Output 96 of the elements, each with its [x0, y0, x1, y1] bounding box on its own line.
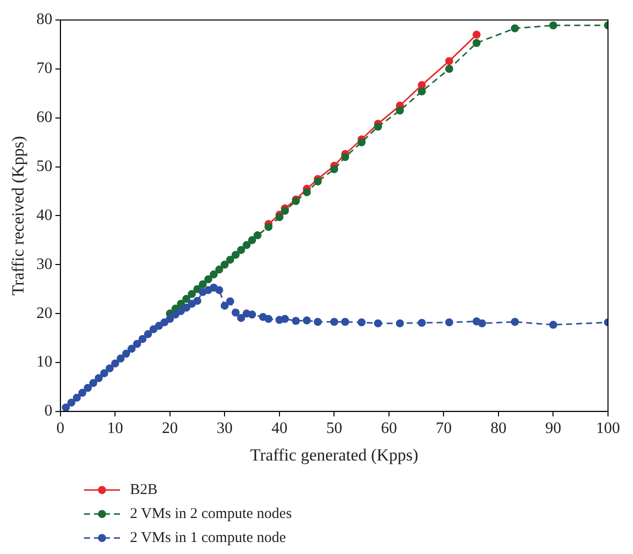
point — [237, 246, 246, 254]
point — [248, 236, 256, 244]
point — [472, 38, 481, 47]
point — [215, 266, 224, 274]
y-tick-label: 0 — [44, 402, 52, 420]
point — [182, 304, 190, 312]
point — [106, 364, 114, 372]
point — [358, 138, 366, 146]
point — [116, 354, 125, 363]
legend-label: 2 VMs in 2 compute nodes — [130, 506, 292, 522]
point — [89, 379, 98, 388]
point — [198, 280, 207, 288]
point — [133, 340, 142, 348]
point — [138, 334, 147, 343]
point — [374, 319, 382, 328]
point — [396, 319, 404, 328]
y-tick-label: 50 — [36, 158, 52, 175]
y-tick-label: 10 — [36, 354, 52, 371]
point — [220, 260, 229, 269]
point — [445, 318, 454, 326]
y-axis-title: Traffic received (Kpps) — [8, 136, 28, 296]
x-axis-title: Traffic generated (Kpps) — [250, 445, 418, 464]
point — [62, 403, 70, 412]
point — [94, 374, 103, 382]
point — [549, 21, 558, 30]
point — [510, 24, 519, 32]
point — [302, 316, 311, 324]
point — [280, 206, 289, 215]
point — [302, 188, 311, 196]
point — [264, 222, 272, 231]
point — [549, 320, 558, 329]
point — [72, 394, 81, 402]
x-tick-label: 90 — [545, 420, 562, 438]
x-tick-label: 10 — [107, 420, 124, 438]
point — [182, 294, 190, 303]
x-tick-label: 70 — [436, 420, 452, 438]
point — [418, 318, 426, 327]
point — [445, 57, 454, 66]
legend-label: B2B — [130, 482, 158, 498]
point — [510, 318, 519, 326]
point — [204, 275, 212, 284]
y-tick-label: 60 — [36, 109, 52, 126]
point — [67, 398, 76, 407]
y-tick-label: 70 — [36, 60, 52, 78]
point — [396, 106, 404, 115]
point — [215, 286, 224, 294]
point — [232, 250, 240, 259]
point — [280, 314, 289, 323]
point — [264, 314, 272, 323]
point — [472, 30, 481, 39]
point — [292, 316, 300, 325]
point — [254, 231, 262, 240]
x-tick-label: 40 — [271, 420, 288, 438]
point — [248, 310, 256, 319]
point — [220, 302, 229, 310]
point — [242, 241, 251, 250]
x-tick-label: 60 — [380, 420, 397, 438]
point — [445, 64, 454, 73]
y-tick-label: 20 — [36, 304, 52, 322]
point — [418, 87, 426, 96]
point — [341, 152, 350, 161]
y-tick-label: 40 — [36, 206, 52, 224]
point — [314, 318, 322, 326]
point — [122, 350, 130, 358]
point — [341, 318, 350, 326]
x-tick-label: 80 — [490, 420, 506, 438]
point — [111, 359, 120, 368]
y-tick-label: 80 — [36, 11, 52, 28]
point — [330, 318, 338, 326]
point — [193, 296, 202, 305]
point — [358, 318, 366, 326]
x-tick-label: 50 — [326, 420, 342, 438]
x-tick-label: 30 — [216, 420, 233, 438]
y-tick-label: 30 — [36, 256, 52, 273]
x-tick-label: 100 — [596, 420, 620, 438]
point — [226, 297, 234, 306]
point — [478, 319, 486, 328]
point — [144, 330, 152, 338]
point — [237, 314, 246, 322]
point — [128, 344, 136, 353]
point — [374, 122, 382, 131]
point — [84, 384, 92, 392]
x-tick-label: 0 — [56, 420, 64, 438]
point — [232, 308, 240, 317]
point — [78, 388, 86, 397]
point — [160, 318, 168, 326]
point — [314, 177, 322, 186]
point — [226, 256, 234, 264]
point — [100, 369, 108, 378]
point — [275, 213, 284, 222]
x-tick-label: 20 — [162, 420, 178, 438]
point — [210, 270, 218, 278]
point — [166, 314, 174, 323]
legend-label: 2 VMs in 1 compute node — [130, 530, 286, 546]
point — [188, 290, 196, 298]
point — [330, 165, 338, 174]
